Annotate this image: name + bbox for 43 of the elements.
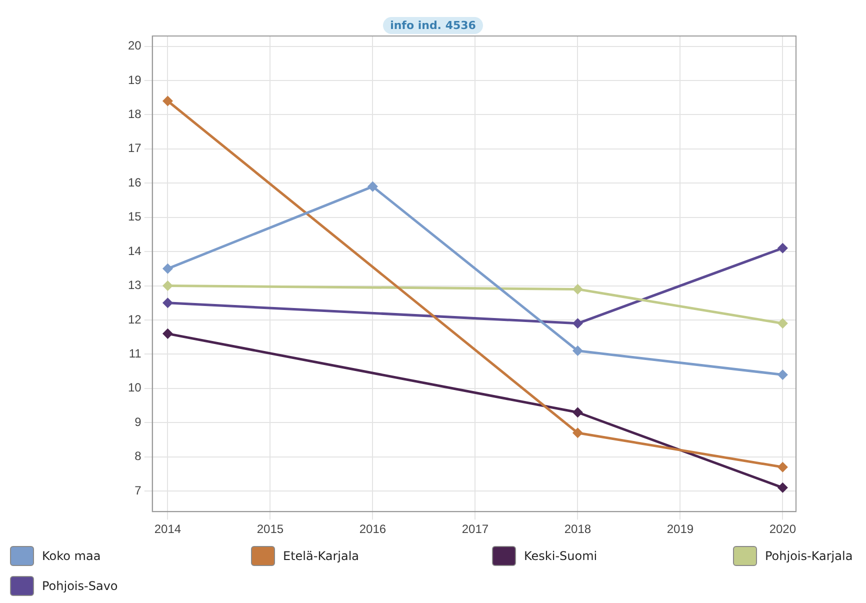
y-tick-label: 19 bbox=[128, 72, 142, 87]
point bbox=[572, 428, 582, 438]
legend-label: Pohjois-Karjala bbox=[765, 549, 853, 563]
x-tick-label: 2015 bbox=[256, 522, 284, 536]
x-tick-label: 2019 bbox=[666, 522, 694, 536]
point bbox=[368, 182, 378, 192]
point bbox=[778, 482, 788, 492]
point bbox=[572, 408, 582, 418]
point bbox=[162, 328, 172, 338]
point bbox=[778, 243, 788, 253]
legend-label: Koko maa bbox=[42, 549, 101, 563]
y-tick-label: 8 bbox=[134, 449, 142, 464]
y-tick-label: 20 bbox=[128, 38, 142, 53]
x-tick-label: 2014 bbox=[154, 522, 182, 536]
point bbox=[778, 318, 788, 328]
point bbox=[572, 318, 582, 328]
x-tick-label: 2020 bbox=[769, 522, 796, 536]
y-tick-label: 9 bbox=[134, 414, 142, 429]
y-tick-label: 15 bbox=[128, 210, 142, 224]
x-tick-label: 2017 bbox=[462, 522, 489, 536]
y-tick-label: 7 bbox=[134, 483, 142, 498]
y-tick-label: 13 bbox=[128, 278, 142, 292]
y-tick-label: 14 bbox=[128, 244, 142, 258]
y-tick-label: 11 bbox=[128, 346, 142, 361]
legend-label: Keski-Suomi bbox=[524, 549, 598, 563]
y-tick-label: 18 bbox=[128, 107, 142, 122]
y-tick-label: 10 bbox=[128, 380, 142, 395]
legend-label: Pohjois-Savo bbox=[42, 579, 118, 593]
point bbox=[162, 281, 172, 291]
point bbox=[778, 370, 788, 380]
x-tick-label: 2016 bbox=[359, 522, 386, 536]
y-tick-label: 17 bbox=[128, 141, 142, 156]
x-tick-label: 2018 bbox=[564, 522, 592, 536]
y-tick-label: 16 bbox=[128, 175, 142, 190]
point bbox=[162, 264, 172, 274]
point bbox=[778, 462, 788, 472]
point bbox=[572, 284, 582, 294]
point bbox=[162, 96, 172, 106]
legend-label: Etelä-Karjala bbox=[283, 549, 360, 563]
y-tick-label: 12 bbox=[128, 312, 142, 326]
text: info ind. 4536 bbox=[383, 17, 483, 34]
point bbox=[162, 298, 172, 308]
point bbox=[572, 346, 582, 356]
